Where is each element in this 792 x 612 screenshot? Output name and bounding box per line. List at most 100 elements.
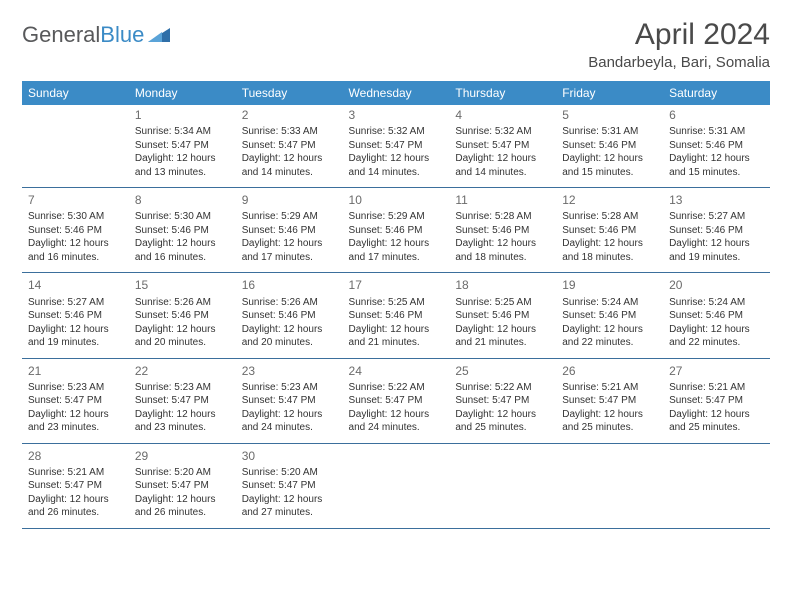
day-text: Daylight: 12 hours and 18 minutes. <box>562 237 657 264</box>
title-block: April 2024 Bandarbeyla, Bari, Somalia <box>588 18 770 71</box>
sunset-text: Sunset: 5:47 PM <box>562 394 657 408</box>
day-text: Daylight: 12 hours and 22 minutes. <box>562 323 657 350</box>
day-text: Daylight: 12 hours and 25 minutes. <box>562 408 657 435</box>
day-header: Tuesday <box>236 81 343 105</box>
day-text: Daylight: 12 hours and 19 minutes. <box>669 237 764 264</box>
calendar-cell: 27Sunrise: 5:21 AMSunset: 5:47 PMDayligh… <box>663 358 770 443</box>
day-text: Daylight: 12 hours and 13 minutes. <box>135 152 230 179</box>
sunset-text: Sunset: 5:47 PM <box>242 479 337 493</box>
sunset-text: Sunset: 5:47 PM <box>242 139 337 153</box>
day-number: 19 <box>562 277 657 293</box>
day-header: Saturday <box>663 81 770 105</box>
calendar-cell: 16Sunrise: 5:26 AMSunset: 5:46 PMDayligh… <box>236 273 343 358</box>
sunset-text: Sunset: 5:47 PM <box>349 394 444 408</box>
day-number: 1 <box>135 107 230 123</box>
calendar-cell: 25Sunrise: 5:22 AMSunset: 5:47 PMDayligh… <box>449 358 556 443</box>
sunrise-text: Sunrise: 5:28 AM <box>562 210 657 224</box>
calendar-cell: 10Sunrise: 5:29 AMSunset: 5:46 PMDayligh… <box>343 188 450 273</box>
day-number: 10 <box>349 192 444 208</box>
sunrise-text: Sunrise: 5:29 AM <box>349 210 444 224</box>
calendar-cell: 17Sunrise: 5:25 AMSunset: 5:46 PMDayligh… <box>343 273 450 358</box>
sunset-text: Sunset: 5:46 PM <box>562 309 657 323</box>
calendar-cell: 2Sunrise: 5:33 AMSunset: 5:47 PMDaylight… <box>236 105 343 188</box>
sunrise-text: Sunrise: 5:24 AM <box>562 296 657 310</box>
day-header: Thursday <box>449 81 556 105</box>
day-number: 12 <box>562 192 657 208</box>
day-header: Friday <box>556 81 663 105</box>
calendar-cell: 26Sunrise: 5:21 AMSunset: 5:47 PMDayligh… <box>556 358 663 443</box>
day-header: Wednesday <box>343 81 450 105</box>
sunset-text: Sunset: 5:46 PM <box>242 309 337 323</box>
logo-text-blue: Blue <box>100 22 144 47</box>
day-text: Daylight: 12 hours and 26 minutes. <box>28 493 123 520</box>
day-number: 28 <box>28 448 123 464</box>
day-text: Daylight: 12 hours and 22 minutes. <box>669 323 764 350</box>
calendar-cell: 14Sunrise: 5:27 AMSunset: 5:46 PMDayligh… <box>22 273 129 358</box>
sunset-text: Sunset: 5:47 PM <box>135 479 230 493</box>
day-number: 4 <box>455 107 550 123</box>
sunset-text: Sunset: 5:47 PM <box>28 479 123 493</box>
sunset-text: Sunset: 5:47 PM <box>669 394 764 408</box>
day-number: 15 <box>135 277 230 293</box>
sunset-text: Sunset: 5:47 PM <box>242 394 337 408</box>
day-number: 20 <box>669 277 764 293</box>
logo-text: GeneralBlue <box>22 22 144 48</box>
calendar-cell <box>663 443 770 528</box>
day-number: 29 <box>135 448 230 464</box>
day-text: Daylight: 12 hours and 18 minutes. <box>455 237 550 264</box>
day-text: Daylight: 12 hours and 25 minutes. <box>455 408 550 435</box>
logo-triangle-icon <box>148 24 170 47</box>
day-number: 9 <box>242 192 337 208</box>
calendar-cell: 18Sunrise: 5:25 AMSunset: 5:46 PMDayligh… <box>449 273 556 358</box>
sunset-text: Sunset: 5:46 PM <box>349 309 444 323</box>
day-text: Daylight: 12 hours and 20 minutes. <box>242 323 337 350</box>
calendar-cell: 19 Sunrise: 5:24 AMSunset: 5:46 PMDayligh… <box>556 273 663 358</box>
calendar-cell: 6Sunrise: 5:31 AMSunset: 5:46 PMDaylight… <box>663 105 770 188</box>
sunrise-text: Sunrise: 5:26 AM <box>135 296 230 310</box>
day-number: 24 <box>349 363 444 379</box>
sunrise-text: Sunrise: 5:24 AM <box>669 296 764 310</box>
sunrise-text: Sunrise: 5:33 AM <box>242 125 337 139</box>
sunrise-text: Sunrise: 5:23 AM <box>242 381 337 395</box>
day-number: 26 <box>562 363 657 379</box>
day-text: Daylight: 12 hours and 21 minutes. <box>455 323 550 350</box>
sunrise-text: Sunrise: 5:25 AM <box>455 296 550 310</box>
sunset-text: Sunset: 5:46 PM <box>669 139 764 153</box>
day-text: Daylight: 12 hours and 26 minutes. <box>135 493 230 520</box>
sunset-text: Sunset: 5:46 PM <box>28 309 123 323</box>
calendar-cell: 3Sunrise: 5:32 AMSunset: 5:47 PMDaylight… <box>343 105 450 188</box>
day-text: Daylight: 12 hours and 16 minutes. <box>28 237 123 264</box>
sunset-text: Sunset: 5:46 PM <box>135 224 230 238</box>
calendar-cell: 4Sunrise: 5:32 AMSunset: 5:47 PMDaylight… <box>449 105 556 188</box>
sunrise-text: Sunrise: 5:30 AM <box>135 210 230 224</box>
calendar-row: 1Sunrise: 5:34 AMSunset: 5:47 PMDaylight… <box>22 105 770 188</box>
sunrise-text: Sunrise: 5:28 AM <box>455 210 550 224</box>
logo-text-general: General <box>22 22 100 47</box>
day-number: 21 <box>28 363 123 379</box>
day-text: Daylight: 12 hours and 24 minutes. <box>349 408 444 435</box>
sunset-text: Sunset: 5:46 PM <box>455 224 550 238</box>
day-text: Daylight: 12 hours and 19 minutes. <box>28 323 123 350</box>
day-text: Daylight: 12 hours and 27 minutes. <box>242 493 337 520</box>
sunset-text: Sunset: 5:47 PM <box>349 139 444 153</box>
calendar-cell: 5Sunrise: 5:31 AMSunset: 5:46 PMDaylight… <box>556 105 663 188</box>
header: GeneralBlue April 2024 Bandarbeyla, Bari… <box>22 18 770 71</box>
day-header: Monday <box>129 81 236 105</box>
calendar-cell: 30Sunrise: 5:20 AMSunset: 5:47 PMDayligh… <box>236 443 343 528</box>
calendar-cell: 21Sunrise: 5:23 AMSunset: 5:47 PMDayligh… <box>22 358 129 443</box>
day-number: 11 <box>455 192 550 208</box>
sunset-text: Sunset: 5:46 PM <box>669 309 764 323</box>
calendar-row: 7Sunrise: 5:30 AMSunset: 5:46 PMDaylight… <box>22 188 770 273</box>
sunrise-text: Sunrise: 5:27 AM <box>669 210 764 224</box>
day-number: 13 <box>669 192 764 208</box>
day-text: Daylight: 12 hours and 17 minutes. <box>349 237 444 264</box>
calendar-row: 14Sunrise: 5:27 AMSunset: 5:46 PMDayligh… <box>22 273 770 358</box>
day-text: Daylight: 12 hours and 21 minutes. <box>349 323 444 350</box>
sunset-text: Sunset: 5:47 PM <box>455 139 550 153</box>
day-number: 6 <box>669 107 764 123</box>
calendar-cell: 24 Sunrise: 5:22 AMSunset: 5:47 PMDayligh… <box>343 358 450 443</box>
sunset-text: Sunset: 5:47 PM <box>135 394 230 408</box>
sunrise-text: Sunrise: 5:22 AM <box>349 381 444 395</box>
calendar-cell <box>449 443 556 528</box>
sunset-text: Sunset: 5:46 PM <box>455 309 550 323</box>
